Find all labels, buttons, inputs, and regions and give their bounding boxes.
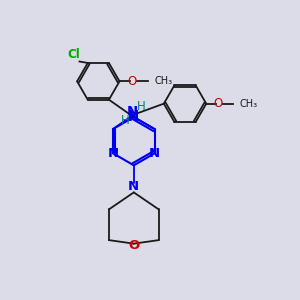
Text: CH₃: CH₃ xyxy=(239,99,258,109)
Text: N: N xyxy=(128,109,139,122)
Text: N: N xyxy=(126,105,137,118)
Text: O: O xyxy=(127,75,136,88)
Text: N: N xyxy=(128,180,140,193)
Text: H: H xyxy=(136,100,145,113)
Text: O: O xyxy=(214,97,223,110)
Text: CH₃: CH₃ xyxy=(155,76,173,86)
Text: N: N xyxy=(149,147,160,160)
Text: Cl: Cl xyxy=(67,48,80,61)
Text: N: N xyxy=(128,110,140,124)
Text: N: N xyxy=(107,147,118,160)
Text: O: O xyxy=(128,239,140,253)
Text: H: H xyxy=(121,115,130,128)
